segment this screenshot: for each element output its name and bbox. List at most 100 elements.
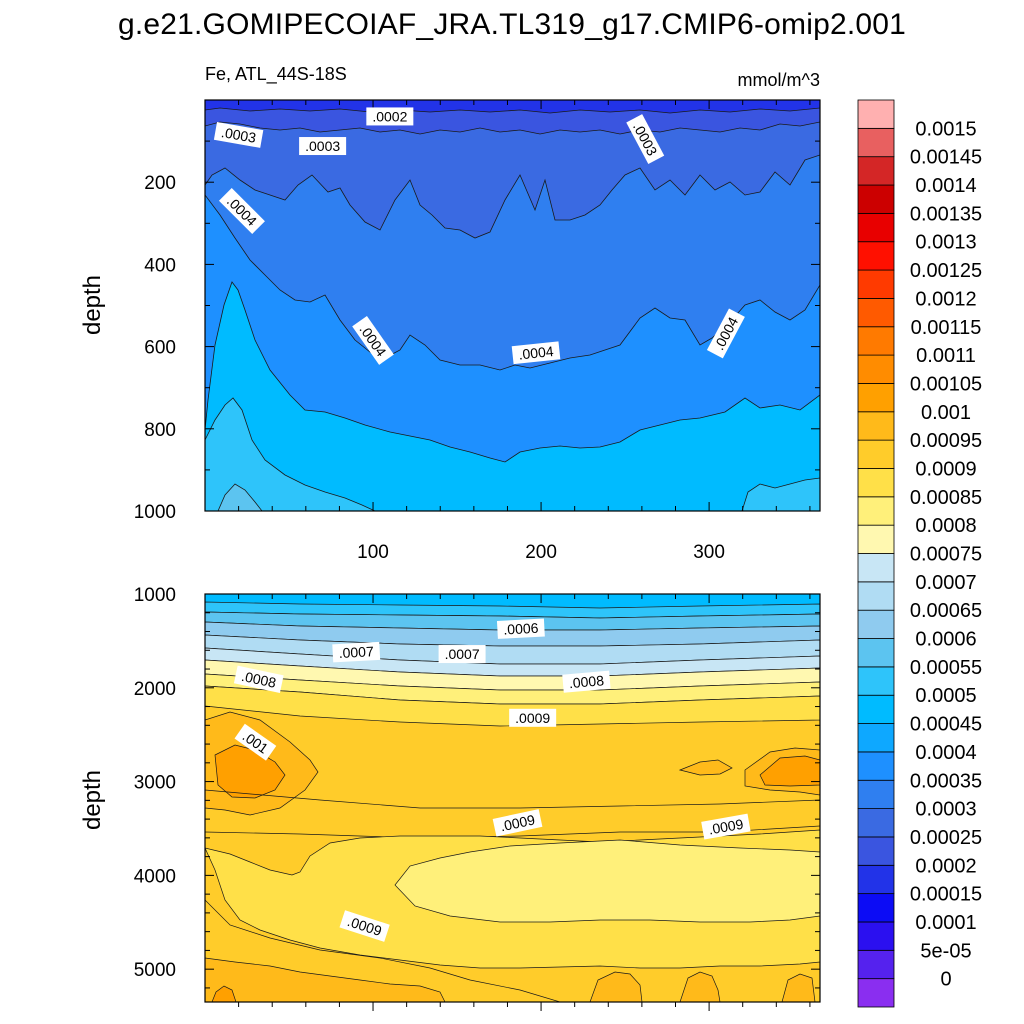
- contour-label-bg: [299, 137, 347, 156]
- contour-label-text: .0002: [372, 108, 407, 124]
- lower-band-00085: [205, 685, 820, 727]
- contour-label-bg: [332, 641, 381, 663]
- contour-label-text: .0008: [240, 668, 278, 691]
- lower-band-001-bottom: [205, 957, 446, 1002]
- contour-label-text: .0003: [220, 124, 257, 146]
- contour-label-text: .0003: [305, 138, 340, 154]
- colorbar-label: 0.0002: [915, 855, 976, 877]
- lower-frame: [204, 593, 821, 1003]
- colorbar-box: [857, 949, 895, 980]
- colorbar-box: [857, 978, 895, 1008]
- contour-label-bg: [339, 910, 390, 942]
- colorbar: 0 5e-05 0.0001 0.00015 0.0002 0.00025 0.0003 0.…: [857, 99, 982, 1008]
- colorbar-boxes: [857, 99, 895, 1008]
- contour-label: .0006: [496, 618, 545, 639]
- plot-title: g.e21.GOMIPECOIAF_JRA.TL319_g17.CMIP6-om…: [117, 8, 907, 41]
- lower-band-00105-bottom: [211, 985, 237, 1002]
- colorbar-label: 0.0004: [915, 742, 976, 764]
- units-label: mmol/m^3: [737, 70, 820, 90]
- colorbar-box: [857, 326, 895, 356]
- colorbar-label: 0.00015: [910, 884, 982, 906]
- lower-ticks: [205, 594, 820, 1011]
- lower-ytick-label: 2000: [134, 679, 176, 700]
- colorbar-box: [857, 127, 895, 158]
- colorbar-label: 0.0001: [915, 912, 976, 934]
- colorbar-label: 0.0005: [915, 685, 976, 707]
- contour-label-bg: [233, 665, 284, 694]
- colorbar-box: [857, 383, 895, 413]
- colorbar-label: 0.00145: [910, 147, 982, 169]
- contour-label-bg: [366, 107, 414, 126]
- colorbar-label: 0.00055: [910, 657, 982, 679]
- lower-ytick-label: 5000: [134, 960, 176, 981]
- colorbar-box: [857, 921, 895, 951]
- colorbar-box: [857, 751, 895, 781]
- upper-band-00055: [217, 483, 263, 511]
- contour-label-text: .0006: [503, 620, 539, 638]
- colorbar-box: [857, 99, 895, 129]
- colorbar-label: 0.001: [921, 402, 971, 424]
- contour-label: .0003: [213, 121, 264, 148]
- contour-label-bg: [511, 341, 561, 365]
- colorbar-box: [857, 581, 895, 611]
- colorbar-box: [857, 184, 895, 214]
- lower-left-contour: [205, 899, 561, 1002]
- lower-ylabel: depth: [79, 770, 106, 830]
- contour-label: .0009: [339, 910, 390, 942]
- contour-label-bg: [213, 121, 264, 148]
- contour-label: .0002: [366, 107, 414, 126]
- contour-label: .0007: [438, 645, 486, 664]
- colorbar-box: [857, 298, 895, 328]
- colorbar-box: [857, 269, 895, 299]
- colorbar-label: 0.00095: [910, 430, 982, 452]
- lower-contour-mid: [205, 789, 820, 809]
- contour-label-bg: [492, 809, 543, 837]
- colorbar-box: [857, 893, 895, 923]
- colorbar-label: 0.00125: [910, 260, 982, 282]
- colorbar-box: [857, 354, 895, 384]
- colorbar-label: 0.0009: [915, 458, 976, 480]
- colorbar-box: [857, 524, 895, 554]
- contour-label-text: .0009: [707, 816, 744, 838]
- colorbar-box: [857, 553, 895, 583]
- contour-label: .0004: [511, 341, 561, 365]
- lower-band-00085-inner: [394, 839, 820, 923]
- colorbar-box: [857, 694, 895, 724]
- colorbar-box: [857, 496, 895, 526]
- contour-label-bg: [352, 316, 394, 365]
- contour-label: .0007: [332, 641, 381, 663]
- contour-label-bg: [701, 813, 751, 840]
- colorbar-label: 5e-05: [920, 940, 971, 962]
- contour-label-bg: [496, 618, 545, 639]
- colorbar-label: 0.00035: [910, 770, 982, 792]
- contour-label: .0009: [701, 813, 751, 840]
- contour-label: .0008: [562, 670, 611, 693]
- colorbar-label: 0: [940, 969, 951, 991]
- upper-band-0005: [205, 397, 376, 511]
- colorbar-label: 0.00085: [910, 487, 982, 509]
- colorbar-box: [857, 241, 895, 271]
- contour-label: .0008: [233, 665, 284, 694]
- upper-ytick-label: 600: [144, 338, 176, 359]
- lower-field: [205, 594, 820, 1002]
- lower-band-00105-east: [759, 755, 820, 787]
- lower-ytick-label: 4000: [134, 866, 176, 887]
- upper-xtick-label: 100: [357, 542, 389, 563]
- colorbar-label: 0.00105: [910, 373, 982, 395]
- contour-label-bg: [218, 187, 265, 234]
- lower-bump-3: [781, 973, 816, 1002]
- colorbar-box: [857, 212, 895, 243]
- colorbar-box: [857, 864, 895, 895]
- contour-label-text: .0009: [499, 811, 537, 834]
- colorbar-label: 0.0014: [915, 175, 976, 197]
- upper-xtick-labels: 100 200 300: [357, 542, 725, 563]
- upper-contour-labels: .0002.0003.0003.0003.0004.0004.0004.0004: [213, 107, 745, 365]
- colorbar-label: 0.0012: [915, 288, 976, 310]
- colorbar-labels: 0 5e-05 0.0001 0.00015 0.0002 0.00025 0.0003 0.…: [910, 118, 982, 990]
- contour-label: .0009: [509, 708, 557, 727]
- contour-label-text: .0009: [515, 710, 550, 726]
- contour-label-bg: [626, 114, 665, 165]
- upper-ytick-labels: 200 400 600 800 1000: [134, 173, 176, 523]
- colorbar-label: 0.0015: [915, 118, 976, 140]
